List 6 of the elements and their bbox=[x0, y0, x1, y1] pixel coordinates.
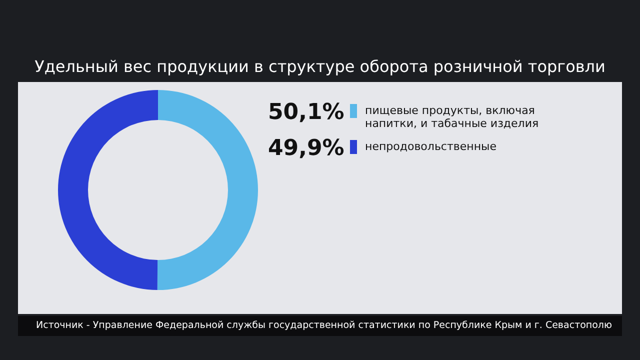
chart-title: Удельный вес продукции в структуре оборота розничной торговли bbox=[34, 56, 606, 78]
text: Источник - Управление Федеральной службы государственной статистики по Республике Крым и г. Севастополю bbox=[18, 316, 622, 336]
data-label: 50,1% bbox=[268, 100, 346, 125]
data-label: 49,9% bbox=[268, 136, 346, 161]
legend-label: пищевые продукты, включая напитки, и табачные изделия bbox=[365, 104, 540, 130]
legend-label: непродовольственные bbox=[365, 140, 498, 153]
